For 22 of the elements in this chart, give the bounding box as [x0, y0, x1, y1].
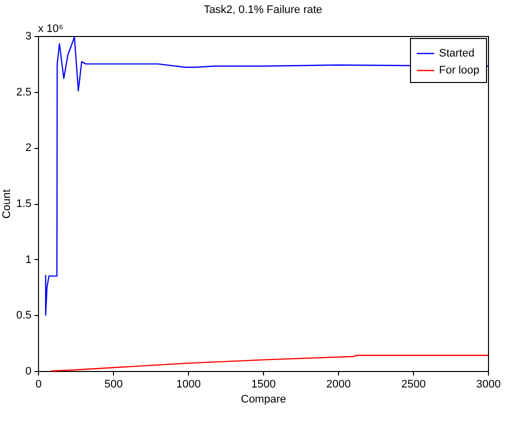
x-tick-label: 500 — [104, 378, 123, 390]
y-tick-label: 0 — [25, 366, 32, 378]
x-tick-label: 2500 — [401, 378, 426, 390]
y-tick-label: 1.5 — [16, 198, 32, 210]
x-tick-label: 3000 — [476, 378, 501, 390]
x-tick-label: 1000 — [176, 378, 201, 390]
chart-title: Task2, 0.1% Failure rate — [204, 4, 322, 16]
line-series — [45, 36, 489, 316]
y-tick-label: 1 — [25, 254, 32, 266]
x-tick-label: 0 — [35, 378, 42, 390]
y-tick-label: 2.5 — [16, 86, 32, 98]
x-tick-label: 1500 — [251, 378, 276, 390]
x-tick-label: 2000 — [326, 378, 351, 390]
legend-label: Started — [439, 48, 474, 60]
line-series — [50, 354, 489, 372]
y-tick-label: 2 — [25, 142, 32, 154]
text: x 10⁶ — [38, 23, 64, 35]
y-tick-label: 3 — [25, 30, 32, 42]
legend-label: For loop — [439, 64, 480, 76]
x-axis-title: Compare — [240, 394, 286, 406]
y-tick-label: 0.5 — [16, 310, 32, 322]
y-axis-title: Count — [1, 189, 14, 219]
